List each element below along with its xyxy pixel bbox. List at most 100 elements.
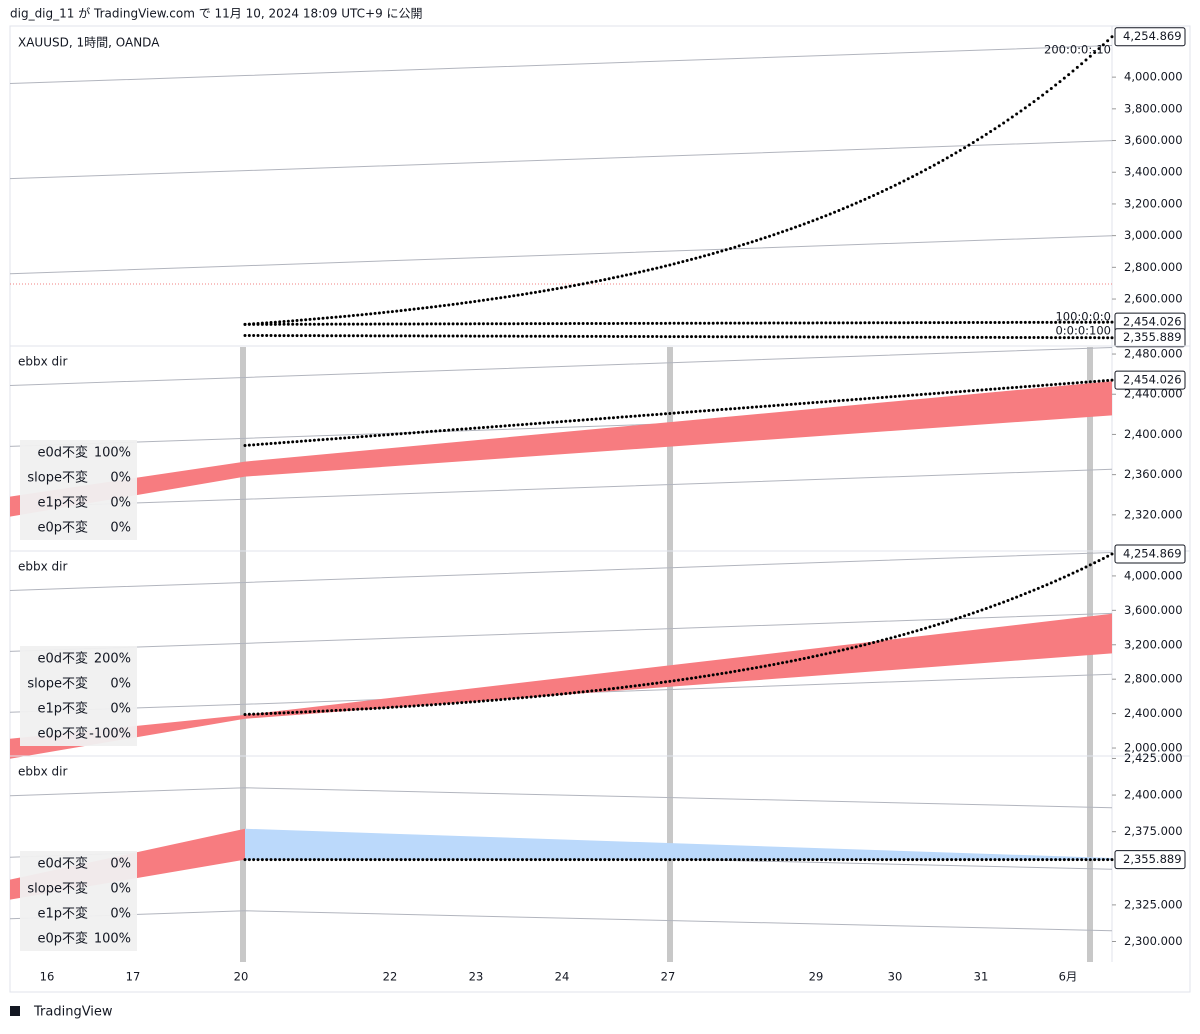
dot (464, 301, 468, 305)
dot (442, 858, 446, 862)
table-key: slope不変 (27, 470, 88, 486)
dot (755, 666, 759, 670)
dot (811, 655, 815, 659)
dot (763, 236, 767, 240)
dot (269, 858, 273, 862)
price-label: 2,454.026 (1123, 373, 1182, 387)
dot (321, 438, 325, 442)
band (245, 613, 1112, 719)
dot (945, 620, 949, 624)
dot (243, 333, 247, 337)
logo-icon (10, 1006, 20, 1016)
dot (919, 321, 923, 325)
pane-label: ebbx dir (18, 560, 67, 574)
dot (611, 686, 615, 690)
dot (841, 648, 845, 652)
dot (980, 608, 984, 612)
dot (794, 402, 798, 406)
dot (850, 335, 854, 339)
dot (460, 701, 464, 705)
dotted-curve (243, 378, 1114, 447)
dot (898, 321, 902, 325)
dot (546, 334, 550, 338)
dot (299, 334, 303, 338)
dot (1097, 336, 1101, 340)
dot (481, 334, 485, 338)
dot (768, 663, 772, 667)
price-label-box (1114, 370, 1186, 390)
dot (356, 435, 360, 439)
dot (1080, 320, 1084, 324)
dot (802, 401, 806, 405)
dot (256, 712, 260, 716)
table-key: e1p不変 (37, 906, 88, 922)
dot (594, 688, 598, 692)
dot (997, 124, 1001, 128)
dot (655, 412, 659, 416)
dot (338, 436, 342, 440)
dot (685, 677, 689, 681)
dot (460, 427, 464, 431)
dot (737, 406, 741, 410)
dot (481, 699, 485, 703)
dot (386, 322, 390, 326)
dot (703, 321, 707, 325)
dot (486, 425, 490, 429)
dot (967, 321, 971, 325)
dot (1110, 378, 1114, 382)
dot (668, 335, 672, 339)
dot (382, 433, 386, 437)
dot (889, 185, 893, 189)
dot (577, 690, 581, 694)
dot (1067, 73, 1071, 77)
dot (243, 322, 247, 326)
dot (347, 436, 351, 440)
dot (390, 432, 394, 436)
dot (499, 424, 503, 428)
table-value: 0% (110, 496, 131, 511)
dot (551, 334, 555, 338)
dot (403, 705, 407, 709)
x-tick-label: 31 (974, 970, 989, 984)
dot (742, 321, 746, 325)
dot (516, 334, 520, 338)
dot (863, 397, 867, 401)
dot (733, 858, 737, 862)
dot (885, 637, 889, 641)
dot (434, 703, 438, 707)
logo: TradingView (10, 1005, 113, 1020)
dot (698, 321, 702, 325)
dot (317, 438, 321, 442)
dot (425, 322, 429, 326)
dot (1032, 336, 1036, 340)
dot (811, 401, 815, 405)
x-tick-label: 16 (40, 970, 55, 984)
dot (486, 699, 490, 703)
dot (1062, 575, 1066, 579)
dot (321, 709, 325, 713)
dot (291, 319, 295, 323)
dot (967, 335, 971, 339)
dot (1019, 593, 1023, 597)
dot (507, 334, 511, 338)
dot (603, 334, 607, 338)
dot (477, 858, 481, 862)
dot (820, 653, 824, 657)
dot (1049, 383, 1053, 387)
dot (629, 858, 633, 862)
dot (854, 335, 858, 339)
dot (937, 391, 941, 395)
dot (525, 695, 529, 699)
dot (516, 858, 520, 862)
dot (1097, 559, 1101, 563)
dot (330, 334, 334, 338)
dot (733, 245, 737, 249)
dot (902, 858, 906, 862)
dot (369, 858, 373, 862)
dot (490, 858, 494, 862)
dot (1023, 336, 1027, 340)
brand: TradingView (33, 1005, 113, 1020)
dot (260, 442, 264, 446)
